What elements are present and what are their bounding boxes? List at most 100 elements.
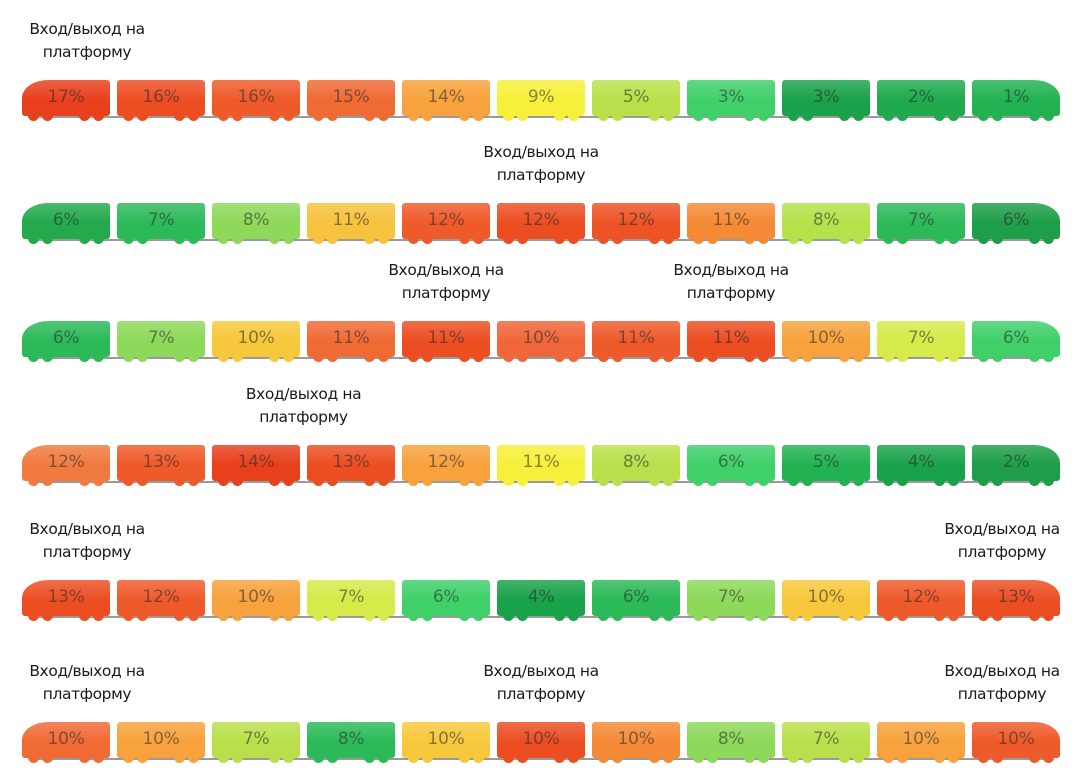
wheel-set <box>212 610 300 626</box>
wheel-icon <box>459 610 470 621</box>
wheel-set <box>972 752 1060 768</box>
wheel-icon <box>758 351 769 362</box>
wheel-set <box>687 110 775 126</box>
wheel-icon <box>517 752 528 763</box>
wheel-icon <box>378 475 389 486</box>
wheel-icon <box>422 110 433 121</box>
wheel-icon <box>364 752 375 763</box>
train-car: 7% <box>687 580 775 621</box>
train-car: 16% <box>117 80 205 121</box>
wheel-icon <box>992 752 1003 763</box>
car-load-percent: 6% <box>1002 210 1030 230</box>
wheel-icon <box>313 475 324 486</box>
wheel-set <box>592 752 680 768</box>
wheel-icon <box>503 351 514 362</box>
wheel-icon <box>1043 110 1054 121</box>
wheel-icon <box>707 110 718 121</box>
wheel-set <box>22 475 110 491</box>
wheel-icon <box>378 233 389 244</box>
train-row: 12% 13% 14% 13% 12% 11% 8% 6% 5% 4% 2% <box>0 445 1060 497</box>
wheel-icon <box>93 475 104 486</box>
wheel-icon <box>459 110 470 121</box>
wheel-icon <box>788 752 799 763</box>
wheel-icon <box>283 110 294 121</box>
wheel-icon <box>693 610 704 621</box>
wheel-icon <box>853 233 864 244</box>
wheel-icon <box>612 110 623 121</box>
wheel-icon <box>327 351 338 362</box>
wheel-icon <box>978 351 989 362</box>
wheel-set <box>972 475 1060 491</box>
wheel-icon <box>503 233 514 244</box>
wheel-set <box>22 351 110 367</box>
wheel-icon <box>649 475 660 486</box>
wheel-icon <box>93 752 104 763</box>
wheel-icon <box>378 110 389 121</box>
coupler-line <box>32 758 1050 760</box>
train-car: 7% <box>877 203 965 244</box>
wheel-icon <box>93 351 104 362</box>
wheel-icon <box>364 110 375 121</box>
wheel-icon <box>934 233 945 244</box>
wheel-icon <box>218 110 229 121</box>
wheel-set <box>402 110 490 126</box>
wheel-set <box>117 351 205 367</box>
door-label: Вход/выход на платформу <box>483 143 599 184</box>
car-load-percent: 10% <box>522 729 560 749</box>
train-car: 7% <box>877 321 965 362</box>
car-load-percent: 12% <box>47 452 85 472</box>
wheel-icon <box>992 233 1003 244</box>
car-load-percent: 11% <box>332 210 370 230</box>
wheel-icon <box>839 110 850 121</box>
train-car: 12% <box>497 203 585 244</box>
wheel-icon <box>137 475 148 486</box>
wheel-icon <box>218 610 229 621</box>
wheel-set <box>402 475 490 491</box>
car-load-percent: 7% <box>337 587 365 607</box>
wheel-icon <box>269 110 280 121</box>
wheel-icon <box>663 110 674 121</box>
train-car: 7% <box>117 321 205 362</box>
wheel-icon <box>744 610 755 621</box>
wheel-icon <box>174 351 185 362</box>
wheel-icon <box>174 610 185 621</box>
wheel-icon <box>188 752 199 763</box>
wheel-icon <box>707 233 718 244</box>
wheel-set <box>687 610 775 626</box>
train-car: 10% <box>497 321 585 362</box>
car-load-percent: 6% <box>1002 328 1030 348</box>
wheel-icon <box>1029 233 1040 244</box>
car-load-percent: 2% <box>1002 452 1030 472</box>
car-load-percent: 16% <box>237 87 275 107</box>
wheel-icon <box>218 233 229 244</box>
wheel-icon <box>1029 351 1040 362</box>
car-load-percent: 11% <box>332 328 370 348</box>
wheel-icon <box>883 233 894 244</box>
wheel-icon <box>568 610 579 621</box>
wheel-icon <box>422 610 433 621</box>
wheel-icon <box>802 752 813 763</box>
wheel-icon <box>137 233 148 244</box>
wheel-set <box>22 233 110 249</box>
wheel-set <box>497 110 585 126</box>
wheel-icon <box>992 475 1003 486</box>
train-car: 13% <box>117 445 205 486</box>
wheel-icon <box>839 752 850 763</box>
wheel-set <box>877 752 965 768</box>
train-car: 6% <box>972 321 1060 362</box>
wheel-set <box>877 351 965 367</box>
train-car: 6% <box>687 445 775 486</box>
wheel-icon <box>79 610 90 621</box>
wheel-icon <box>853 110 864 121</box>
car-load-percent: 11% <box>522 452 560 472</box>
wheel-icon <box>693 110 704 121</box>
wheel-icon <box>232 110 243 121</box>
car-load-percent: 10% <box>142 729 180 749</box>
coupler-line <box>32 481 1050 483</box>
wheel-icon <box>79 752 90 763</box>
wheel-icon <box>978 233 989 244</box>
wheel-icon <box>1043 233 1054 244</box>
train-car: 15% <box>307 80 395 121</box>
wheel-icon <box>883 475 894 486</box>
train-car: 14% <box>402 80 490 121</box>
